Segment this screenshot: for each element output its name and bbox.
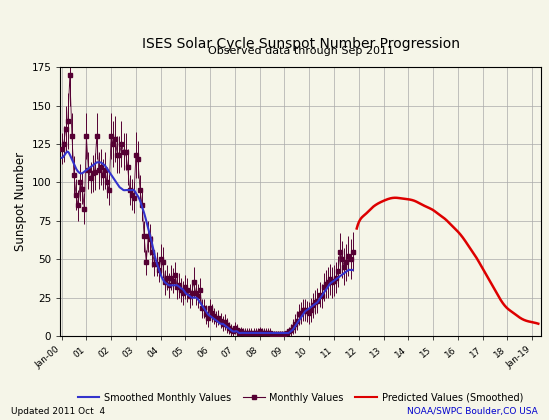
Text: Observed data through Sep 2011: Observed data through Sep 2011	[208, 47, 394, 56]
Text: Updated 2011 Oct  4: Updated 2011 Oct 4	[11, 407, 105, 416]
Y-axis label: Sunspot Number: Sunspot Number	[14, 152, 27, 251]
Legend: Smoothed Monthly Values, Monthly Values, Predicted Values (Smoothed): Smoothed Monthly Values, Monthly Values,…	[74, 388, 527, 407]
Title: ISES Solar Cycle Sunspot Number Progression: ISES Solar Cycle Sunspot Number Progress…	[142, 37, 460, 51]
Text: NOAA/SWPC Boulder,CO USA: NOAA/SWPC Boulder,CO USA	[407, 407, 538, 416]
